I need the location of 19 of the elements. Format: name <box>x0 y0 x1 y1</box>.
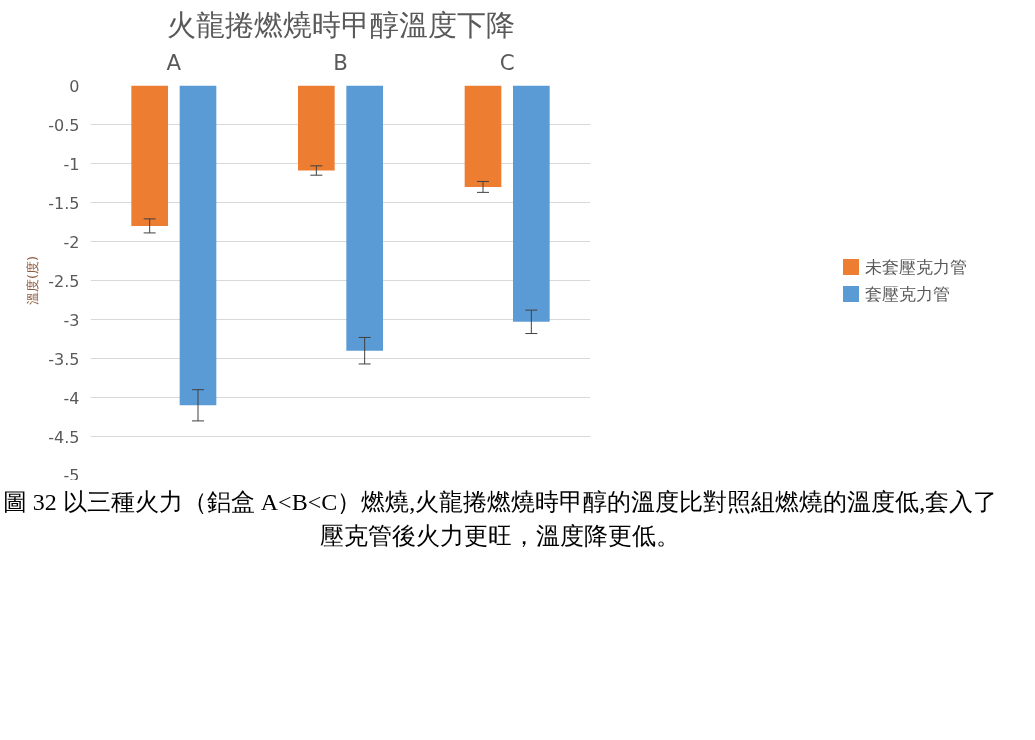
y-tick-label: -0.5 <box>48 115 80 135</box>
y-tick-label: 0 <box>69 76 80 96</box>
y-tick-label: -1.5 <box>48 193 80 213</box>
y-tick-label: -2.5 <box>48 271 80 291</box>
y-tick-label: -4 <box>63 388 80 408</box>
x-tick-label: B <box>333 49 348 75</box>
y-tick-label: -4.5 <box>48 427 80 447</box>
x-tick-label: C <box>499 49 515 75</box>
y-tick-label: -5 <box>63 465 80 485</box>
x-tick-label: A <box>166 49 182 75</box>
y-tick-label: -3 <box>63 310 80 330</box>
y-tick-label: -3.5 <box>48 349 80 369</box>
y-tick-label: -1 <box>63 154 80 174</box>
chart-title: 火龍捲燃燒時甲醇溫度下降 <box>166 7 515 42</box>
caption: 圖 32 以三種火力（鋁盒 A<B<C）燃燒,火龍捲燃燒時甲醇的溫度比對照組燃燒的溫度低,套入了壓克管後火力更旺，溫度降更低。 <box>1 488 999 552</box>
legend-label: 未套壓克力管 <box>865 255 967 279</box>
y-axis-title: 溫度(度) <box>25 255 41 306</box>
legend-label: 套壓克力管 <box>865 282 950 306</box>
y-tick-label: -2 <box>63 232 80 252</box>
